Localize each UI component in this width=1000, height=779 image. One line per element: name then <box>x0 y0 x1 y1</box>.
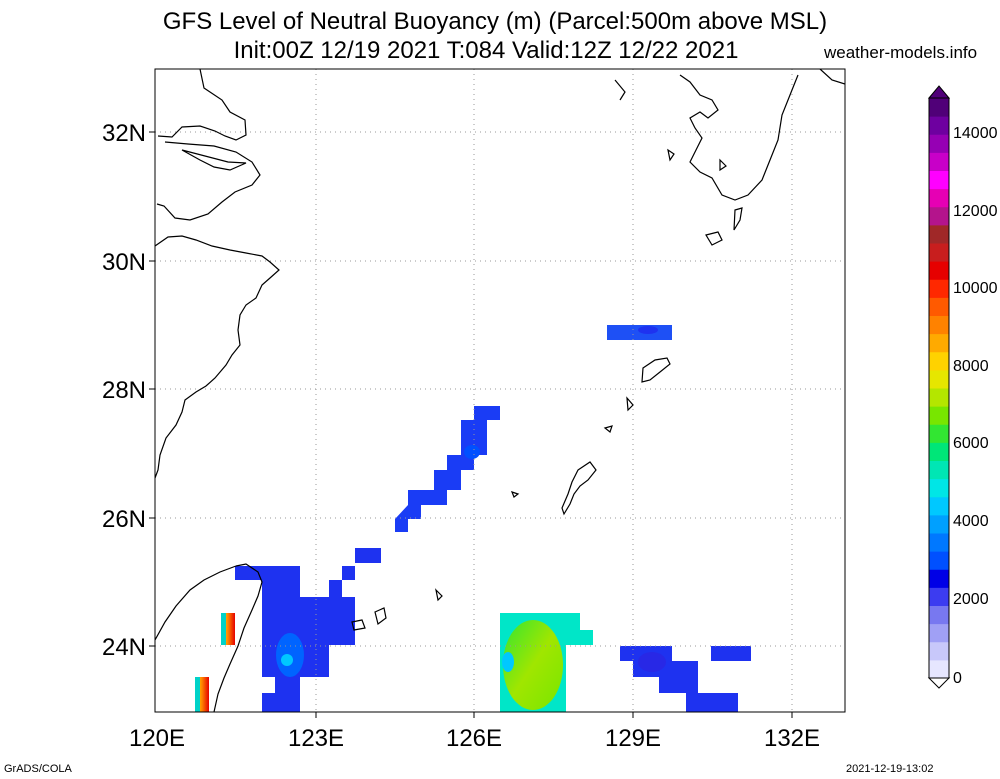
colorbar-segment <box>929 188 949 208</box>
colorbar-segment <box>929 659 949 679</box>
colorbar-segment <box>929 134 949 153</box>
colorbar-frame <box>928 97 950 679</box>
colorbar-labels: 14000 12000 10000 8000 6000 4000 2000 0 <box>953 125 998 687</box>
colorbar-segment <box>929 533 949 552</box>
colorbar-segment <box>929 388 949 407</box>
colorbar-segment <box>929 333 949 353</box>
colorbar-segment <box>929 623 949 643</box>
colorbar-segment <box>929 351 949 371</box>
coast-taiwan <box>155 563 263 712</box>
lnb-edge-south <box>502 652 514 672</box>
lnb-core-se <box>638 652 666 672</box>
footer-timestamp: 2021-12-19-13:02 <box>846 763 934 775</box>
coast-okinawa <box>561 461 597 516</box>
lat-label-28n: 28N <box>102 377 146 404</box>
lon-labels: 120E 123E 126E 129E 132E <box>129 725 820 752</box>
colorbar-label-10000: 10000 <box>953 280 998 297</box>
footer-credit: GrADS/COLA <box>4 763 72 775</box>
coast-china <box>155 69 280 479</box>
plot-area <box>155 69 845 712</box>
lnb-core-north <box>638 326 658 334</box>
colorbar-segment <box>929 587 949 606</box>
colorbar-segment <box>929 224 949 244</box>
lnb-cell-hot-2-edge <box>195 677 200 712</box>
colorbar-label-6000: 6000 <box>953 435 989 452</box>
colorbar-label-0: 0 <box>953 670 962 687</box>
lat-labels: 32N 30N 28N 26N 24N <box>102 120 146 661</box>
lon-label-129e: 129E <box>605 725 661 752</box>
lnb-area-mid <box>355 548 381 563</box>
site-watermark: weather-models.info <box>824 43 978 62</box>
lnb-area-mid3 <box>329 580 342 597</box>
lnb-core-south <box>503 620 563 710</box>
lnb-area-e <box>711 646 751 661</box>
colorbar-segment <box>929 478 949 498</box>
colorbar: 14000 12000 10000 8000 6000 4000 2000 0 <box>927 85 998 689</box>
colorbar-segment <box>929 369 949 389</box>
colorbar-segment <box>929 98 949 117</box>
lnb-area-north <box>607 325 672 340</box>
lon-label-123e: 123E <box>288 725 344 752</box>
colorbar-segment <box>929 551 949 570</box>
lat-label-30n: 30N <box>102 249 146 276</box>
colorbar-segment <box>929 605 949 625</box>
chart-subtitle: Init:00Z 12/19 2021 T:084 Valid:12Z 12/2… <box>233 37 739 64</box>
lnb-cell-hot-1-edge <box>221 613 226 645</box>
colorbar-label-14000: 14000 <box>953 125 998 142</box>
lon-label-126e: 126E <box>446 725 502 752</box>
coast-kyushu <box>614 69 845 246</box>
chart-title: GFS Level of Neutral Buoyancy (m) (Parce… <box>162 8 828 35</box>
colorbar-segment <box>929 261 949 280</box>
colorbar-segment <box>929 170 949 190</box>
colorbar-segment <box>929 152 949 171</box>
colorbar-segment <box>929 315 949 335</box>
lat-label-24n: 24N <box>102 634 146 661</box>
colorbar-segment <box>929 641 949 661</box>
colorbar-segment <box>929 297 949 316</box>
coast-amami <box>510 357 671 498</box>
lnb-shading <box>195 325 751 712</box>
colorbar-label-2000: 2000 <box>953 591 989 608</box>
plot-frame <box>154 68 846 713</box>
lat-label-26n: 26N <box>102 506 146 533</box>
colorbar-segment <box>929 514 949 534</box>
coast-sakishima <box>351 588 443 631</box>
colorbar-segments <box>929 98 949 679</box>
axis-ticks <box>149 131 793 718</box>
colorbar-segment <box>929 243 949 262</box>
lnb-core-ne <box>464 445 480 459</box>
lon-label-132e: 132E <box>764 725 820 752</box>
coastlines <box>155 69 845 712</box>
colorbar-min-arrow <box>927 677 951 689</box>
colorbar-segment <box>929 279 949 298</box>
graticule <box>155 69 845 712</box>
colorbar-label-12000: 12000 <box>953 203 998 220</box>
colorbar-max-arrow <box>927 85 951 99</box>
colorbar-segment <box>929 569 949 588</box>
colorbar-segment <box>929 442 949 461</box>
lnb-max-taiwan <box>281 654 293 666</box>
colorbar-label-4000: 4000 <box>953 513 989 530</box>
colorbar-segment <box>929 424 949 443</box>
colorbar-label-8000: 8000 <box>953 358 989 375</box>
colorbar-segment <box>929 496 949 516</box>
colorbar-segment <box>929 406 949 425</box>
colorbar-segment <box>929 460 949 480</box>
colorbar-segment <box>929 116 949 135</box>
lnb-area-mid2 <box>342 566 355 580</box>
lat-label-32n: 32N <box>102 120 146 147</box>
lnb-area-ne <box>395 406 500 532</box>
lon-label-120e: 120E <box>129 725 185 752</box>
colorbar-segment <box>929 206 949 226</box>
